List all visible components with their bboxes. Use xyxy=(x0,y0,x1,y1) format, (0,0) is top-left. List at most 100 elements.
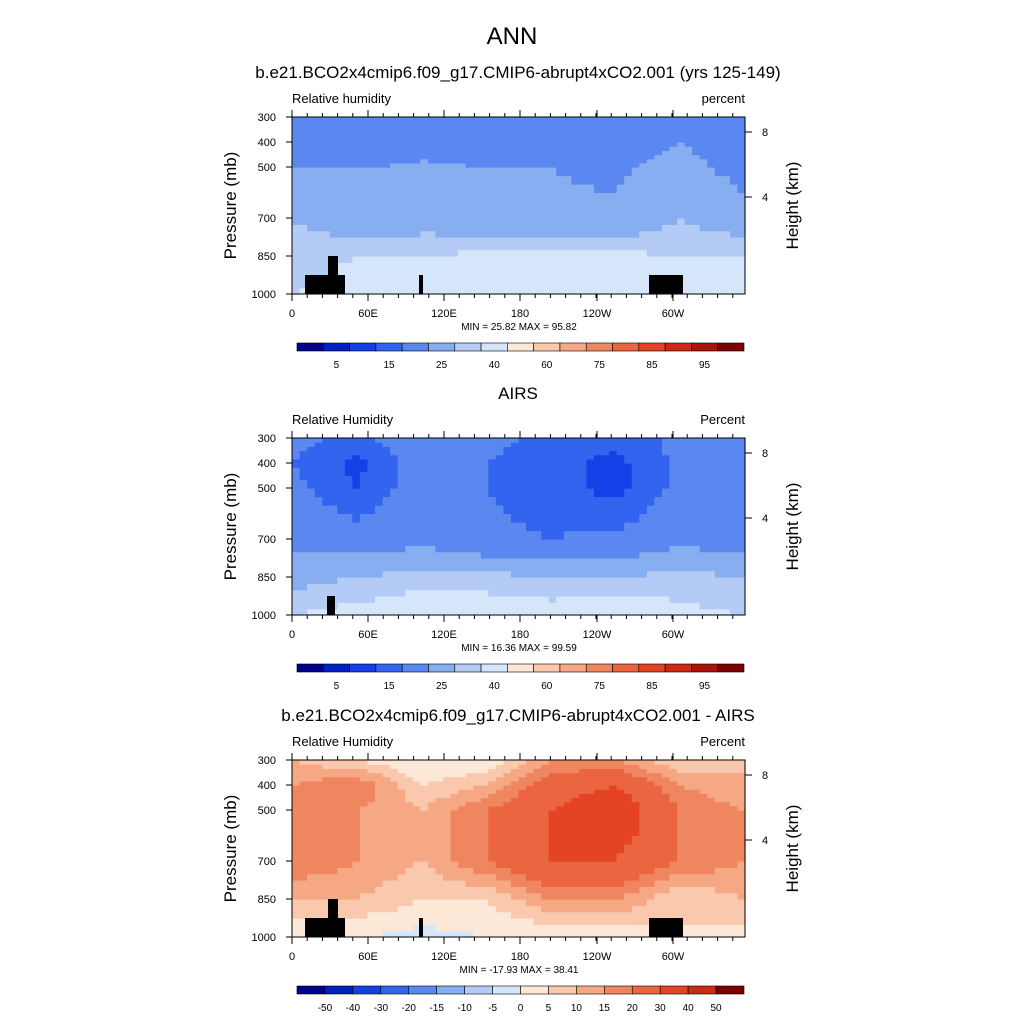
contour-cell xyxy=(661,835,671,845)
contour-cell xyxy=(609,827,618,837)
contour-cell xyxy=(541,551,550,559)
contour-cell xyxy=(299,117,308,122)
contour-cell xyxy=(707,899,716,906)
contour-cell xyxy=(737,218,746,225)
contour-cell xyxy=(337,805,346,811)
contour-cell xyxy=(488,918,497,925)
contour-cell xyxy=(571,454,580,460)
contour-cell xyxy=(609,175,618,185)
contour-cell xyxy=(510,844,520,854)
contour-cell xyxy=(337,133,346,139)
contour-cell xyxy=(443,844,452,854)
contour-cell xyxy=(292,262,301,270)
contour-cell xyxy=(677,454,686,460)
contour-cell xyxy=(322,224,331,232)
contour-cell xyxy=(624,522,633,532)
contour-cell xyxy=(533,224,542,232)
contour-cell xyxy=(533,892,542,900)
contour-cell xyxy=(624,256,633,263)
contour-cell xyxy=(729,209,739,219)
contour-cell xyxy=(465,121,474,126)
contour-cell xyxy=(707,852,716,862)
contour-cell xyxy=(420,201,429,211)
contour-cell xyxy=(458,150,467,156)
contour-cell xyxy=(518,530,527,540)
contour-cell xyxy=(397,184,406,194)
contour-cell xyxy=(624,243,633,251)
contour-cell xyxy=(458,570,467,578)
contour-cell xyxy=(548,911,557,919)
contour-cell xyxy=(601,192,610,202)
contour-cell xyxy=(307,496,316,506)
contour-cell xyxy=(443,602,452,610)
contour-cell xyxy=(729,224,739,232)
contour-cell xyxy=(458,827,467,837)
contour-cell xyxy=(292,158,301,164)
contour-cell xyxy=(495,154,504,160)
contour-cell xyxy=(699,861,708,868)
contour-cell xyxy=(526,608,535,616)
contour-cell xyxy=(631,918,640,925)
contour-cell xyxy=(556,442,565,447)
contour-cell xyxy=(578,880,588,887)
contour-cell xyxy=(669,209,678,219)
contour-cell xyxy=(609,583,618,591)
contour-cell xyxy=(601,146,610,151)
contour-cell xyxy=(669,438,678,443)
contour-cell xyxy=(526,810,535,820)
contour-cell xyxy=(601,602,610,610)
contour-cell xyxy=(435,930,444,938)
contour-cell xyxy=(292,545,301,553)
colorbar-label: 5 xyxy=(334,360,340,371)
contour-cell xyxy=(314,224,323,232)
contour-cell xyxy=(661,483,671,489)
contour-cell xyxy=(669,589,678,597)
contour-cell xyxy=(352,184,361,194)
contour-cell xyxy=(473,154,482,160)
contour-cell xyxy=(654,467,663,472)
contour-cell xyxy=(375,442,384,447)
contour-cell xyxy=(359,558,369,565)
contour-cell xyxy=(322,911,331,919)
contour-cell xyxy=(458,918,467,925)
contour-cell xyxy=(359,505,369,515)
contour-cell xyxy=(495,275,504,282)
contour-cell xyxy=(314,818,323,828)
contour-cell xyxy=(397,230,406,238)
contour-cell xyxy=(646,483,655,489)
contour-cell xyxy=(639,142,648,147)
contour-cell xyxy=(322,880,331,887)
contour-cell xyxy=(639,224,648,232)
contour-cell xyxy=(359,530,369,540)
contour-cell xyxy=(639,450,648,456)
contour-cell xyxy=(420,564,429,572)
contour-cell xyxy=(692,268,701,276)
contour-cell xyxy=(526,558,535,565)
contour-cell xyxy=(714,162,723,168)
contour-cell xyxy=(397,192,406,202)
contour-cell xyxy=(684,496,693,506)
contour-cell xyxy=(639,446,648,452)
contour-cell xyxy=(329,810,338,820)
contour-cell xyxy=(382,608,391,616)
contour-cell xyxy=(594,438,603,443)
contour-cell xyxy=(699,458,708,464)
contour-cell xyxy=(382,505,391,515)
contour-cell xyxy=(699,209,708,219)
contour-cell xyxy=(427,162,437,168)
contour-cell xyxy=(556,886,565,894)
contour-cell xyxy=(375,133,384,139)
contour-cell xyxy=(473,237,482,244)
contour-cell xyxy=(307,450,316,456)
contour-cell xyxy=(722,209,731,219)
contour-cell xyxy=(503,577,512,584)
contour-cell xyxy=(533,899,542,906)
contour-cell xyxy=(352,471,361,477)
contour-cell xyxy=(307,463,316,468)
contour-cell xyxy=(729,496,739,506)
contour-cell xyxy=(465,463,474,468)
contour-cell xyxy=(510,911,520,919)
contour-cell xyxy=(533,467,542,472)
contour-cell xyxy=(435,852,444,862)
contour-cell xyxy=(624,446,633,452)
